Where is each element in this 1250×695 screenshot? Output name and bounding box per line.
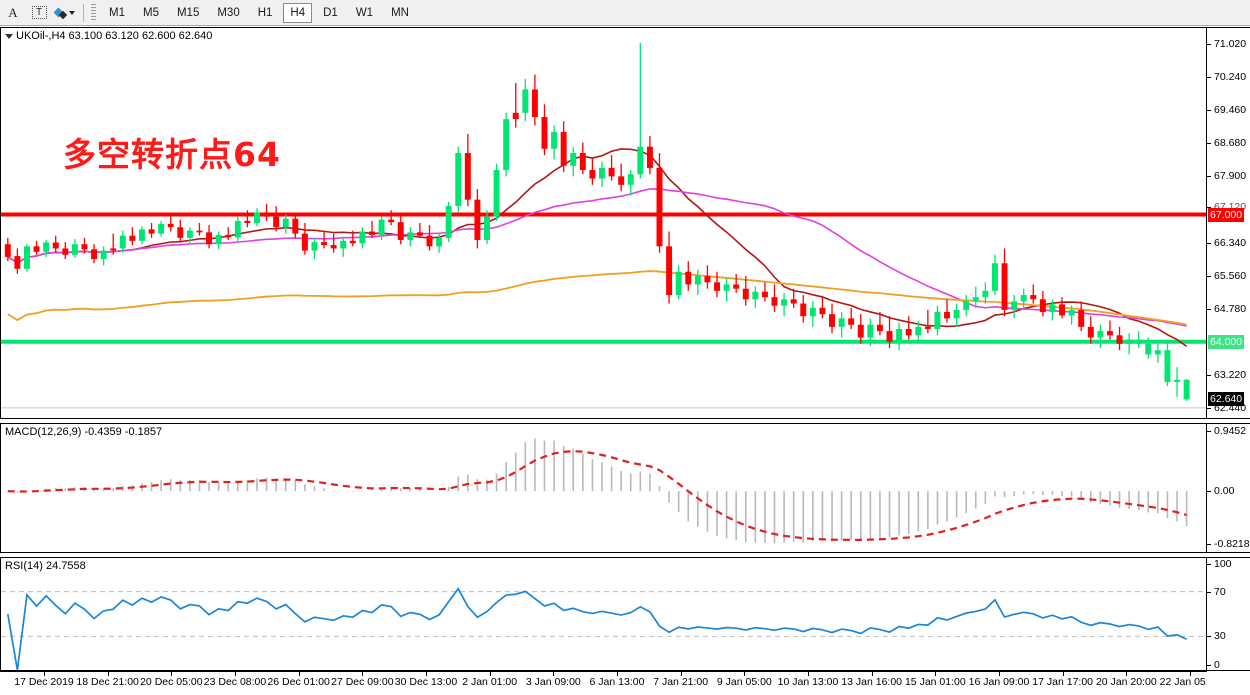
price-tick: 70.240 [1207, 71, 1246, 83]
time-tick [680, 672, 682, 676]
price-tick: 64.780 [1207, 303, 1246, 315]
toolbar-grip[interactable] [91, 3, 96, 22]
collapse-caret-icon[interactable] [5, 33, 13, 39]
time-tick [362, 672, 364, 676]
price-chart-pane[interactable]: UKOil-,H4 63.100 63.120 62.600 62.640 多空… [0, 27, 1207, 419]
time-tick [617, 672, 618, 676]
macd-axis[interactable]: 0.9452 0.00 -0.8218 [1207, 423, 1250, 553]
timeframe-h4[interactable]: H4 [283, 2, 313, 23]
time-tick [44, 672, 45, 676]
time-label: 23 Dec 08:00 [203, 676, 267, 688]
price-tick: 69.460 [1207, 104, 1246, 116]
rsi-tick: 70 [1207, 586, 1226, 598]
toolbar: A T M1 M5 M15 M30 H1 H4 D1 W1 MN [0, 0, 1250, 26]
timeframe-w1[interactable]: W1 [355, 6, 374, 19]
timeframe-m5[interactable]: M5 [142, 6, 159, 19]
time-tick [744, 672, 746, 676]
chart-symbol-text: UKOil-,H4 63.100 63.120 62.600 62.640 [16, 30, 213, 42]
time-label: 15 Jan 01:00 [904, 676, 966, 688]
last-price-badge: 62.640 [1208, 392, 1245, 407]
label-tool-button[interactable]: T [27, 2, 51, 24]
time-label: 22 Jan 05:00 [1159, 676, 1221, 688]
time-tick [1126, 672, 1128, 676]
macd-label: MACD(12,26,9) -0.4359 -0.1857 [5, 426, 163, 438]
price-candles-layer [1, 42, 1206, 409]
time-tick [871, 672, 873, 676]
time-label: 27 Dec 09:00 [331, 676, 394, 688]
timeframe-m15[interactable]: M15 [176, 6, 200, 19]
chart-annotation-text: 多空转折点64 [63, 135, 281, 174]
time-tick [107, 672, 109, 676]
time-tick [171, 672, 173, 676]
timeframe-group: M1 M5 M15 M30 H1 H4 D1 W1 MN [100, 2, 418, 23]
price-tick: 63.220 [1207, 369, 1246, 381]
time-label: 30 Dec 13:00 [394, 676, 458, 688]
chart-symbol-header: UKOil-,H4 63.100 63.120 62.600 62.640 [5, 30, 212, 42]
time-tick [808, 672, 809, 676]
rsi-label: RSI(14) 24.7558 [5, 560, 86, 572]
timeframe-h1[interactable]: H1 [257, 6, 273, 19]
macd-pane[interactable]: MACD(12,26,9) -0.4359 -0.1857 [0, 423, 1207, 553]
time-tick [553, 672, 555, 676]
chevron-down-icon[interactable] [69, 10, 75, 15]
time-label: 7 Jan 21:00 [653, 676, 709, 688]
macd-tick: 0.9452 [1207, 425, 1246, 437]
time-tick [1190, 672, 1191, 676]
time-label: 3 Jan 09:00 [525, 676, 581, 688]
price-plot-area[interactable] [1, 28, 1206, 418]
time-label: 20 Dec 05:00 [140, 676, 203, 688]
rsi-tick: 0 [1207, 659, 1220, 671]
text-tool-button[interactable]: A [8, 4, 18, 20]
time-tick [298, 672, 300, 676]
time-tick [426, 672, 427, 676]
rsi-tick: 100 [1207, 558, 1232, 570]
time-label: 17 Jan 17:00 [1032, 676, 1094, 688]
time-tick [235, 672, 236, 676]
resistance-price-badge: 67.000 [1208, 207, 1245, 222]
macd-tick: 0.00 [1207, 485, 1234, 497]
time-label: 6 Jan 13:00 [589, 676, 645, 688]
time-label: 16 Jan 09:00 [968, 676, 1030, 688]
timeframe-m30[interactable]: M30 [217, 6, 240, 19]
time-tick [999, 672, 1000, 676]
price-tick: 68.680 [1207, 137, 1246, 149]
macd-tick: -0.8218 [1207, 538, 1250, 550]
macd-plot-area[interactable] [1, 424, 1206, 552]
timeframe-m1[interactable]: M1 [109, 6, 125, 19]
price-tick: 67.900 [1207, 170, 1246, 182]
shapes-tool-button[interactable] [53, 2, 77, 24]
macd-layer [7, 438, 1188, 544]
time-label: 26 Dec 01:00 [267, 676, 330, 688]
axis-corner [1207, 671, 1250, 695]
price-tick: 66.340 [1207, 237, 1246, 249]
timeframe-d1[interactable]: D1 [323, 6, 338, 19]
time-label: 20 Jan 20:00 [1095, 676, 1157, 688]
shapes-icon [53, 7, 68, 19]
time-label: 17 Dec 2019 [14, 676, 74, 688]
rsi-axis[interactable]: 100 70 30 0 [1207, 557, 1250, 671]
toolbar-separator [83, 3, 84, 22]
time-label: 2 Jan 01:00 [462, 676, 518, 688]
price-tick: 65.560 [1207, 270, 1246, 282]
time-label: 18 Dec 21:00 [76, 676, 139, 688]
time-label: 9 Jan 05:00 [716, 676, 772, 688]
time-label: 13 Jan 16:00 [841, 676, 903, 688]
time-tick [1062, 672, 1064, 676]
price-tick: 71.020 [1207, 38, 1246, 50]
time-axis[interactable]: 17 Dec 2019 18 Dec 21:00 20 Dec 05:00 23 De… [0, 671, 1220, 695]
label-tool-icon: T [31, 6, 47, 19]
rsi-layer [1, 587, 1206, 670]
rsi-tick: 30 [1207, 630, 1226, 642]
time-tick [935, 672, 937, 676]
time-tick [489, 672, 491, 676]
timeframe-mn[interactable]: MN [391, 6, 409, 19]
rsi-pane[interactable]: RSI(14) 24.7558 [0, 557, 1207, 671]
price-axis[interactable]: 71.020 70.240 69.460 68.680 67.900 66.340 65.5… [1207, 27, 1250, 419]
rsi-plot-area[interactable] [1, 558, 1206, 670]
support-price-badge: 64.000 [1208, 334, 1245, 349]
time-label: 10 Jan 13:00 [777, 676, 839, 688]
